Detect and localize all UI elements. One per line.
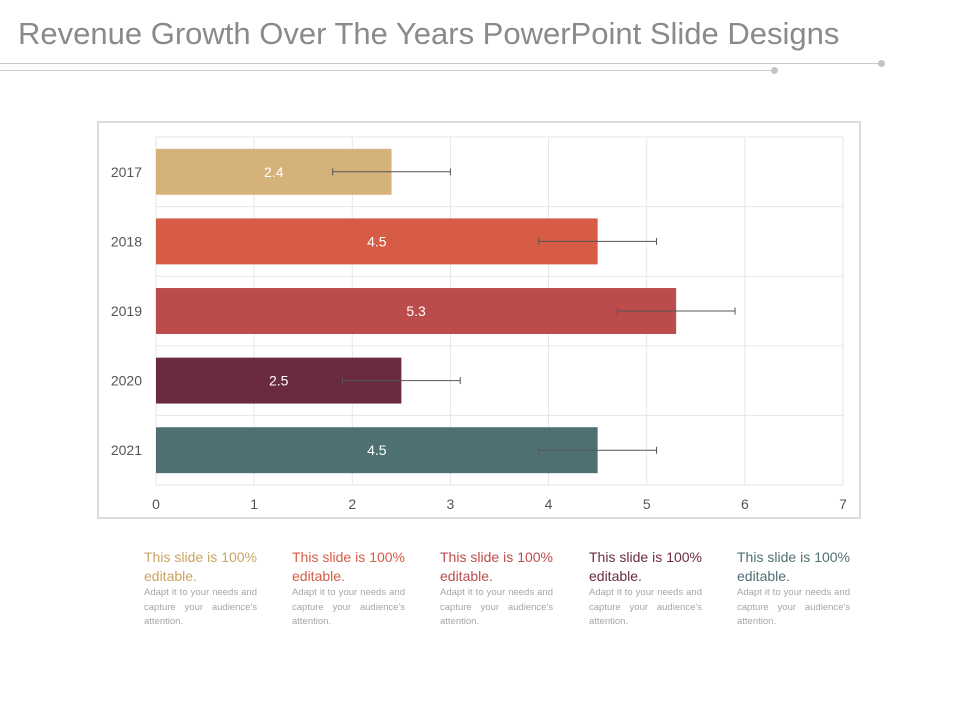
bar-2021: [156, 427, 598, 474]
caption-3-heading: This slide is 100% editable.: [440, 549, 553, 584]
y-tick-2020: 2020: [111, 373, 142, 389]
y-tick-2019: 2019: [111, 303, 142, 319]
bar-2019: [156, 288, 677, 334]
caption-2-heading: This slide is 100% editable.: [292, 549, 405, 584]
divider-dot-right: [878, 60, 885, 67]
bar-label-2018: 4.5: [367, 233, 387, 249]
slide-title: Revenue Growth Over The Years PowerPoint…: [18, 16, 840, 51]
caption-1-heading: This slide is 100% editable.: [144, 549, 257, 584]
bar-2018: [156, 218, 598, 265]
caption-row: This slide is 100% editable. Adapt it to…: [144, 548, 852, 658]
caption-1-body: Adapt it to your needs and capture your …: [144, 587, 257, 627]
x-tick-4: 4: [545, 496, 553, 512]
caption-1: This slide is 100% editable. Adapt it to…: [144, 548, 257, 630]
x-tick-0: 0: [152, 496, 160, 512]
bar-label-2017: 2.4: [264, 164, 284, 180]
x-tick-1: 1: [250, 496, 258, 512]
caption-3-body: Adapt it to your needs and capture your …: [440, 587, 553, 627]
bar-label-2019: 5.3: [406, 303, 426, 319]
caption-4: This slide is 100% editable. Adapt it to…: [589, 548, 702, 630]
x-tick-6: 6: [741, 496, 749, 512]
x-tick-3: 3: [447, 496, 455, 512]
y-tick-2017: 2017: [111, 164, 142, 180]
x-tick-7: 7: [839, 496, 847, 512]
title-divider-bottom: [0, 70, 774, 71]
bar-label-2021: 4.5: [367, 442, 387, 458]
caption-4-body: Adapt it to your needs and capture your …: [589, 587, 702, 627]
caption-3: This slide is 100% editable. Adapt it to…: [440, 548, 553, 630]
caption-5-heading: This slide is 100% editable.: [737, 549, 850, 584]
y-tick-2018: 2018: [111, 233, 142, 249]
caption-5-body: Adapt it to your needs and capture your …: [737, 587, 850, 627]
title-divider-top: [0, 63, 881, 64]
chart-frame: 2.4 2017 4.5 2018 5.3 2019 2.5 2020 4.5 2021 0 1 2 3 4…: [97, 121, 861, 519]
bar-label-2020: 2.5: [269, 373, 289, 389]
divider-dot-left: [771, 67, 778, 74]
x-tick-2: 2: [348, 496, 356, 512]
caption-2-body: Adapt it to your needs and capture your …: [292, 587, 405, 627]
revenue-bar-chart: 2.4 2017 4.5 2018 5.3 2019 2.5 2020 4.5 2021 0 1 2 3 4…: [111, 136, 847, 512]
caption-4-heading: This slide is 100% editable.: [589, 549, 702, 584]
x-tick-5: 5: [643, 496, 651, 512]
caption-5: This slide is 100% editable. Adapt it to…: [737, 548, 850, 630]
caption-2: This slide is 100% editable. Adapt it to…: [292, 548, 405, 630]
y-tick-2021: 2021: [111, 442, 142, 458]
